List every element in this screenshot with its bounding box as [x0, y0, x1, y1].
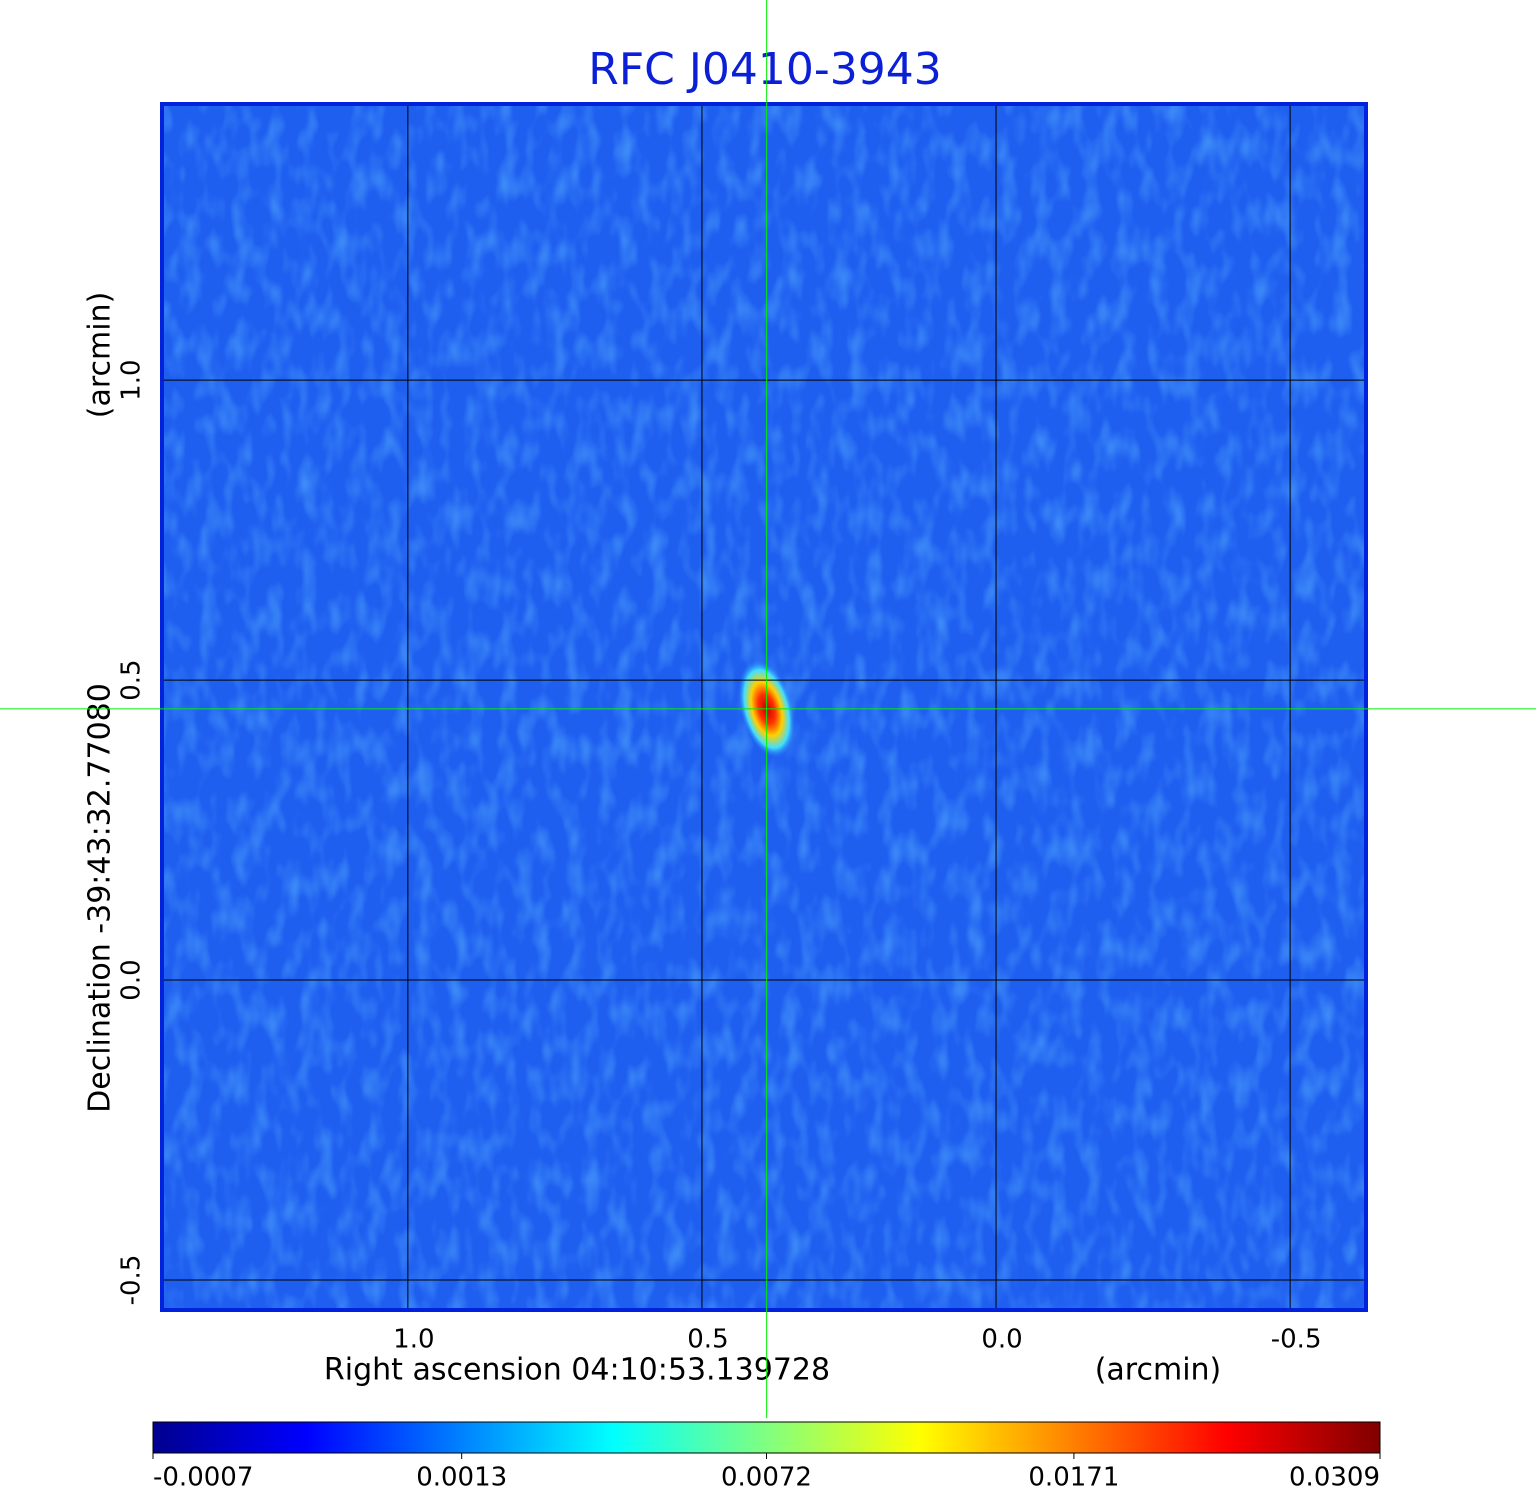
y-axis-unit: (arcmin) — [83, 292, 118, 419]
colorbar-tick-label: 0.0013 — [416, 1463, 507, 1493]
x-tick-label: 1.0 — [393, 1325, 434, 1355]
colorbar — [152, 1421, 1381, 1454]
chart-title: RFC J0410-3943 — [588, 44, 941, 95]
y-tick-label: 1.0 — [117, 359, 147, 400]
colorbar-tick-label: 0.0171 — [1028, 1463, 1119, 1493]
colorbar-tick-label: 0.0072 — [721, 1463, 812, 1493]
y-tick-label: 0.5 — [117, 659, 147, 700]
x-axis-unit: (arcmin) — [1095, 1353, 1222, 1388]
x-tick-label: -0.5 — [1271, 1325, 1322, 1355]
colorbar-tick-label: 0.0309 — [1289, 1463, 1380, 1493]
x-axis-label: Right ascension 04:10:53.139728 — [324, 1353, 830, 1388]
x-tick-label: 0.0 — [981, 1325, 1022, 1355]
y-tick-label: 0.0 — [117, 959, 147, 1000]
y-axis-label: Declination -39:43:32.77080 — [83, 683, 118, 1113]
y-tick-label: -0.5 — [117, 1255, 147, 1306]
colorbar-tick-label: -0.0007 — [153, 1463, 253, 1493]
x-tick-label: 0.5 — [687, 1325, 728, 1355]
plot-frame — [160, 102, 1368, 1312]
